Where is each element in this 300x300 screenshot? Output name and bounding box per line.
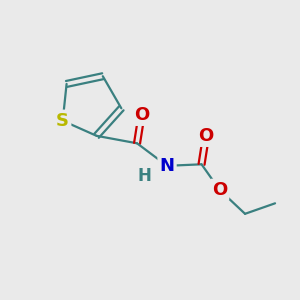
Text: H: H — [138, 167, 152, 185]
Text: O: O — [198, 127, 214, 145]
Text: N: N — [160, 157, 175, 175]
Text: O: O — [134, 106, 149, 124]
Text: S: S — [56, 112, 69, 130]
Text: O: O — [212, 181, 227, 199]
